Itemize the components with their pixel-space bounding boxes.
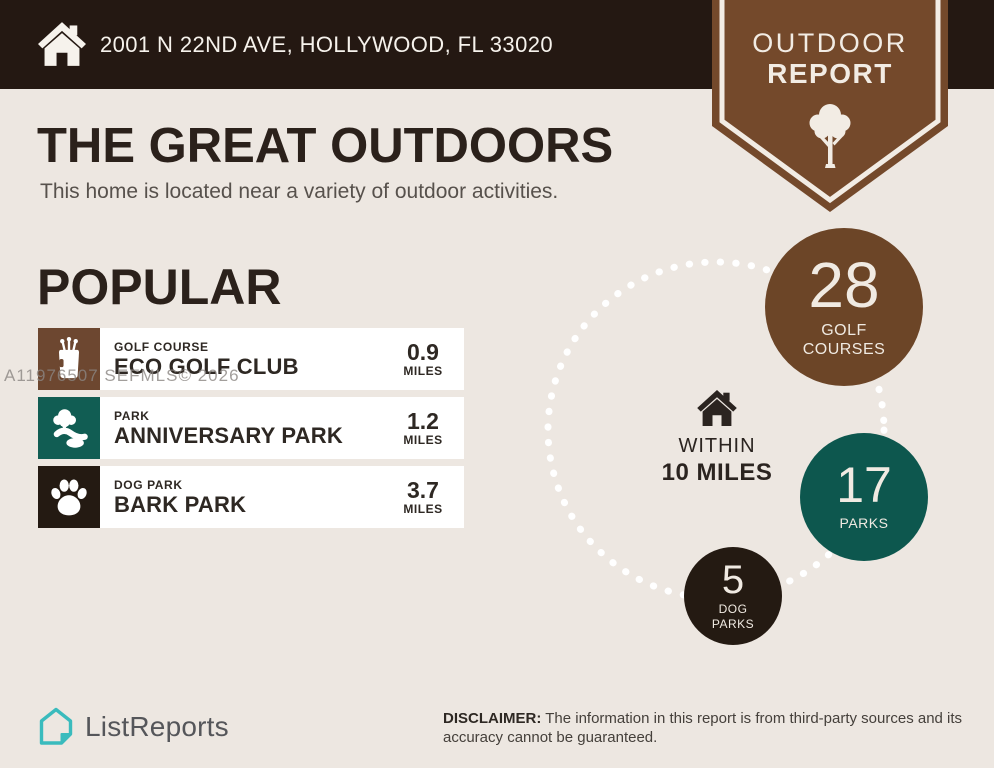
place-distance-unit: MILES (403, 432, 443, 447)
park-tree-path-icon (38, 397, 100, 459)
brand-name: ListReports (85, 711, 229, 742)
place-distance-unit: MILES (403, 501, 443, 516)
stat-label: DOG (718, 602, 748, 617)
place-distance: 1.2 (407, 407, 439, 434)
place-distance: 3.7 (407, 476, 439, 503)
disclaimer-text: DISCLAIMER: The information in this repo… (443, 710, 965, 748)
page-subtitle: This home is located near a variety of o… (40, 180, 559, 203)
stat-label: COURSES (802, 340, 886, 358)
stat-value: 5 (721, 558, 745, 603)
within-label: WITHIN (678, 435, 756, 457)
outdoor-report-badge: OUTDOOR REPORT (712, 0, 948, 212)
listreports-brand: ListReports (36, 706, 229, 748)
stat-value: 17 (836, 457, 892, 514)
stat-label: GOLF (821, 321, 867, 339)
badge-title-line1: OUTDOOR (752, 28, 908, 58)
section-title-popular: POPULAR (37, 259, 282, 315)
place-category: PARK (114, 409, 150, 423)
home-icon-solid (697, 390, 737, 426)
place-name: BARK PARK (114, 492, 247, 517)
place-category: GOLF COURSE (114, 340, 209, 354)
radius-center-label: WITHIN 10 MILES (644, 390, 790, 487)
place-card-golf-course: GOLF COURSE ECO GOLF CLUB 0.9 MILES (38, 328, 464, 390)
place-card-dog-park: DOG PARK BARK PARK 3.7 MILES (38, 466, 464, 528)
place-distance: 0.9 (407, 338, 439, 365)
place-distance-unit: MILES (403, 363, 443, 378)
paw-icon (38, 466, 100, 528)
stat-label: PARKS (839, 514, 889, 531)
stat-label: PARKS (711, 616, 755, 631)
golf-bag-icon (38, 328, 100, 390)
place-name: ANNIVERSARY PARK (114, 423, 343, 448)
mls-watermark: A11976507 SEFMLS© 2026 (4, 366, 240, 385)
popular-places-list: GOLF COURSE ECO GOLF CLUB 0.9 MILES (38, 328, 464, 528)
home-icon (38, 22, 86, 66)
place-name: ECO GOLF CLUB (114, 354, 299, 379)
tree-icon (809, 104, 851, 168)
stat-circle-dog-parks: 5 DOG PARKS (684, 547, 782, 645)
property-address: 2001 N 22ND AVE, HOLLYWOOD, FL 33020 (100, 31, 553, 57)
stat-circle-golf-courses: 28 GOLF COURSES (765, 228, 923, 386)
disclaimer-body: The information in this report is from t… (443, 710, 963, 746)
stat-value: 28 (808, 248, 880, 321)
miles-label: 10 MILES (661, 459, 773, 486)
badge-title-line2: REPORT (767, 58, 893, 89)
page-title: THE GREAT OUTDOORS (37, 119, 614, 173)
stat-circle-parks: 17 PARKS (800, 433, 928, 561)
disclaimer-label: DISCLAIMER: (443, 710, 542, 727)
listreports-logo-icon (39, 707, 73, 745)
place-card-park: PARK ANNIVERSARY PARK 1.2 MILES (38, 397, 464, 459)
place-category: DOG PARK (114, 478, 183, 492)
